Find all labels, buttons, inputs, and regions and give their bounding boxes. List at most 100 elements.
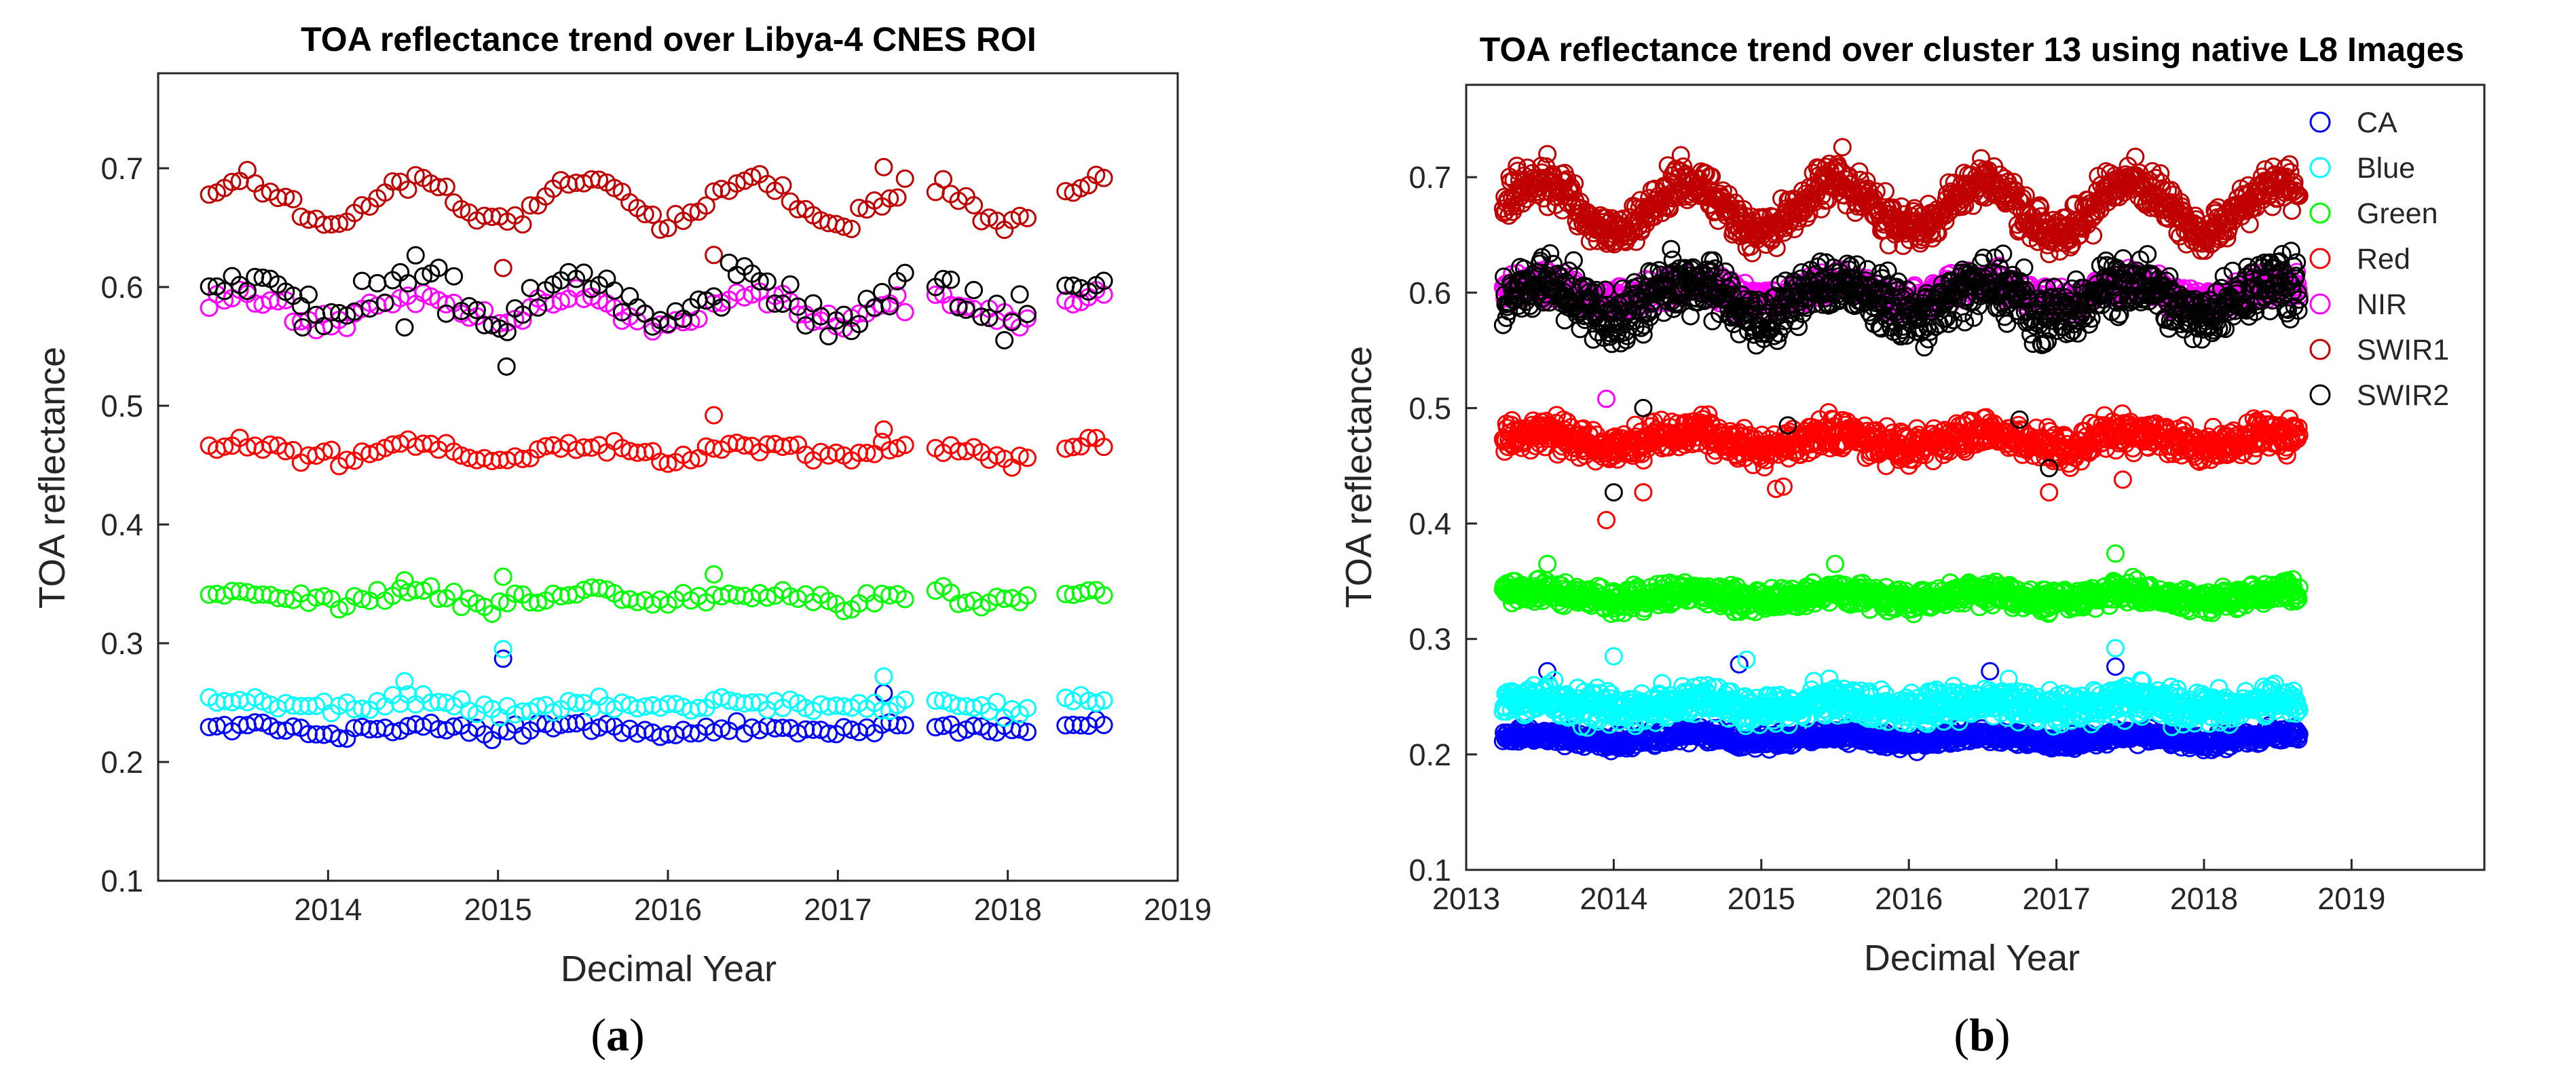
panel-a-ca-point — [493, 649, 512, 668]
panel-a-y-tick-label: 0.6 — [100, 270, 143, 305]
panel-a-ca-point — [284, 717, 303, 736]
panel-a-red-point — [1018, 449, 1037, 468]
panel-a-x-label: Decimal Year — [561, 949, 777, 989]
panel-a-red-point — [261, 435, 280, 454]
panel-a-ca-point — [384, 723, 402, 742]
panel-a-green-point — [490, 592, 509, 611]
panel-a-swir1-point — [880, 189, 899, 208]
panel-a-swir2-point — [796, 316, 815, 335]
panel-a-swir1-point — [1018, 208, 1037, 227]
panel-a-green-point — [1018, 586, 1037, 605]
panel-b-x-tick-label: 2013 — [1432, 881, 1500, 916]
panel-b-plot-area — [1465, 83, 2486, 871]
panel-a-blue-point — [352, 700, 371, 718]
panel-a-green-point — [429, 589, 448, 608]
panel-a-x-tick-label: 2014 — [294, 892, 362, 927]
panel-a-swir1-point — [874, 157, 893, 176]
panel-a-swir2-point — [513, 305, 532, 324]
panel-a-ca-point — [934, 717, 952, 736]
panel-a-green-point — [895, 590, 914, 609]
panel-a-nir-point — [895, 303, 914, 322]
panel-a-swir2-point — [497, 357, 516, 376]
panel-a-swir1-point — [436, 177, 455, 196]
panel-a-swir1-point — [895, 169, 914, 188]
panel-a-red-point — [1064, 438, 1083, 457]
panel-a-swir1-point — [743, 168, 762, 187]
panel-a-ca-point — [888, 716, 907, 735]
panel-a-series-blue — [200, 640, 1113, 727]
panel-a-x-tick-label: 2018 — [974, 892, 1042, 927]
panel-a-red-point — [513, 449, 532, 468]
panel-a-ca-point — [1018, 723, 1037, 742]
panel-a-ca-point — [445, 717, 464, 736]
panel-a-blue-point — [895, 690, 914, 709]
panel-a-red-point — [705, 406, 724, 425]
panel-a-blue-point — [460, 702, 479, 721]
panel-a-swir2-point — [445, 267, 464, 286]
panel-a-ca-point — [1071, 716, 1090, 735]
panel-b-x-ticks: 2013 2014 2015 2016 2017 2018 2019 — [1432, 859, 2385, 916]
panel-a-blue-point — [666, 695, 685, 714]
panel-a-blue-point — [544, 703, 563, 722]
panel-a-swir1-point — [934, 170, 952, 189]
panel-a-swir1-point — [1087, 166, 1106, 185]
panel-a-ca-point — [567, 714, 586, 733]
panel-a-swir2-point — [1018, 305, 1037, 324]
panel-a-swir1-point — [1071, 178, 1090, 197]
panel-a-blue-point — [1094, 691, 1113, 710]
panel-a-swir2-point — [299, 285, 318, 304]
panel-a-y-tick-label: 0.7 — [100, 151, 143, 186]
panel-a-swir1-point — [979, 208, 998, 227]
panel-a-red-point — [635, 442, 654, 461]
panel-a-green-point — [352, 590, 371, 609]
panel-b-y-tick-label: 0.7 — [1408, 160, 1451, 195]
panel-b-title: TOA reflectance trend over cluster 13 us… — [1480, 31, 2465, 69]
panel-a-swir1-point — [276, 187, 295, 206]
panel-a-nir-point — [1064, 295, 1083, 313]
panel-a-red-point — [1079, 429, 1098, 447]
panel-a-series-green — [200, 565, 1113, 623]
panel-a-swir2-point — [293, 318, 312, 337]
panel-a-green-point — [506, 584, 525, 603]
panel-a-blue-point — [1018, 699, 1037, 718]
panel-a-swir2-point — [314, 317, 333, 336]
panel-a-swir2-point — [880, 297, 899, 316]
panel-a-y-ticks: 0.10.20.30.40.50.60.7 — [100, 151, 169, 898]
panel-b-x-tick-label: 2018 — [2170, 881, 2238, 916]
panel-a-ca-point — [635, 721, 654, 740]
panel-a-red-point — [276, 442, 295, 461]
panel-a-swir2-point — [979, 309, 998, 327]
panel-a-swir2-point — [965, 281, 984, 299]
panel-a-swir2-point — [956, 300, 975, 319]
panel-a-swir2-point — [766, 294, 785, 313]
panel-a-swir2-point — [467, 301, 486, 320]
panel-a-x-tick-label: 2015 — [464, 892, 532, 927]
panel-a-red-point — [874, 420, 893, 439]
panel-a-red-point — [1094, 438, 1113, 457]
panel-a-swir1-point — [200, 185, 219, 204]
panel-a-swir1-point — [493, 259, 512, 278]
panel-a-swir1-point — [773, 176, 792, 195]
panel-a-green-point — [314, 587, 333, 606]
panel-a-swir1-point — [705, 246, 724, 265]
panel-a-swir2-point — [215, 282, 234, 301]
panel-b-markers — [1493, 138, 2309, 761]
panel-a-title: TOA reflectance trend over Libya-4 CNES … — [301, 20, 1037, 58]
panel-a-swir1-point — [658, 218, 677, 237]
panel-a-blue-point — [987, 693, 1006, 712]
panel-a-swir1-point — [352, 196, 371, 214]
panel-a-swir1-point — [965, 196, 984, 214]
panel-a-ca-point — [949, 723, 968, 742]
panel-a-swir2-point — [1003, 313, 1022, 332]
panel-a-swir1-point — [643, 206, 662, 224]
panel-a-swir2-point — [238, 282, 257, 301]
panel-a-series-ca — [200, 649, 1113, 750]
panel-a-swir2-point — [1094, 271, 1113, 290]
panel-a-nir-point — [200, 299, 219, 318]
panel-b-y-tick-label: 0.5 — [1408, 391, 1451, 425]
panel-b-x-tick-label: 2014 — [1580, 881, 1647, 916]
panel-a-swir1-point — [398, 180, 417, 199]
panel-a-swir1-point — [330, 214, 349, 233]
panel-a-swir1-point — [513, 215, 532, 234]
